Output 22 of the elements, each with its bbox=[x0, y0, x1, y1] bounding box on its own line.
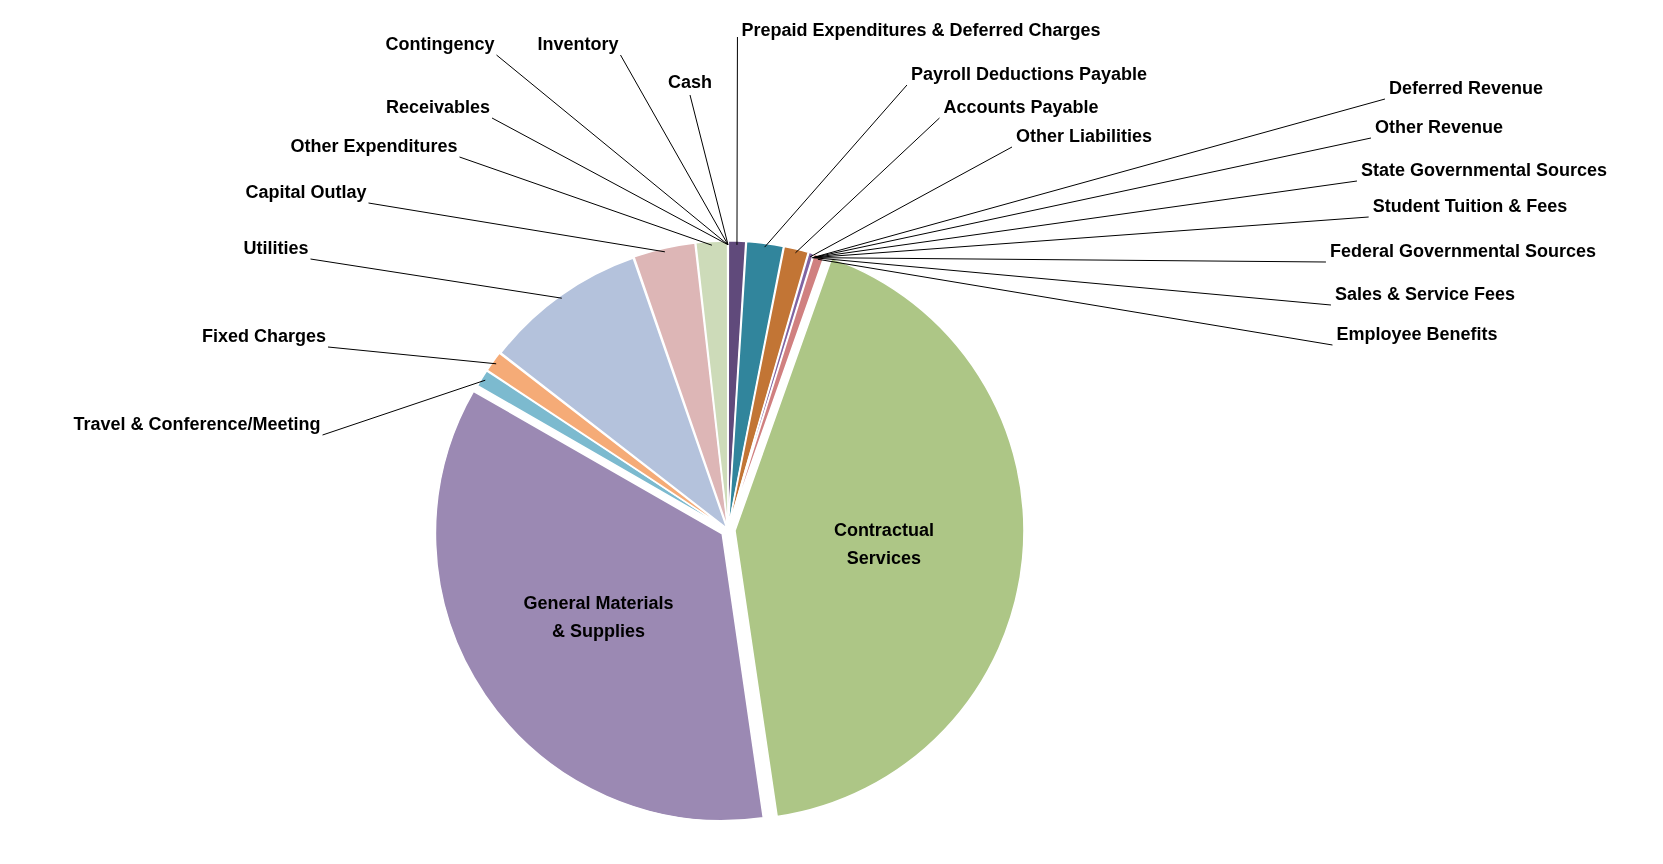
category-label: Cash bbox=[667, 71, 713, 92]
category-label: Sales & Service Fees bbox=[1334, 283, 1516, 304]
slice-label: Fixed Charges bbox=[201, 325, 327, 346]
category-label: Other Revenue bbox=[1374, 116, 1504, 137]
slice-label: Other Expenditures bbox=[290, 135, 458, 156]
slice-label: Travel & Conference/Meeting bbox=[73, 413, 321, 434]
slice-label: Employee Benefits bbox=[1336, 323, 1498, 344]
category-label: Receivables bbox=[385, 96, 491, 117]
slice-label: Prepaid Expenditures & Deferred Charges bbox=[741, 19, 1101, 40]
slice-label: Payroll Deductions Payable bbox=[910, 63, 1148, 84]
category-label: Contingency bbox=[385, 33, 495, 54]
category-label: Student Tuition & Fees bbox=[1372, 195, 1568, 216]
slice-label: General Materials & Supplies bbox=[523, 593, 674, 642]
slice-label: Utilities bbox=[243, 237, 309, 258]
category-label: Inventory bbox=[537, 33, 619, 54]
slice-label: Contractual Services bbox=[833, 520, 934, 569]
category-label: State Governmental Sources bbox=[1360, 159, 1608, 180]
slice-label: Capital Outlay bbox=[245, 181, 367, 202]
slice-label: Accounts Payable bbox=[943, 96, 1099, 117]
category-label: Deferred Revenue bbox=[1388, 77, 1544, 98]
slice-label: Other Liabilities bbox=[1015, 125, 1153, 146]
category-label: Federal Governmental Sources bbox=[1329, 240, 1597, 261]
